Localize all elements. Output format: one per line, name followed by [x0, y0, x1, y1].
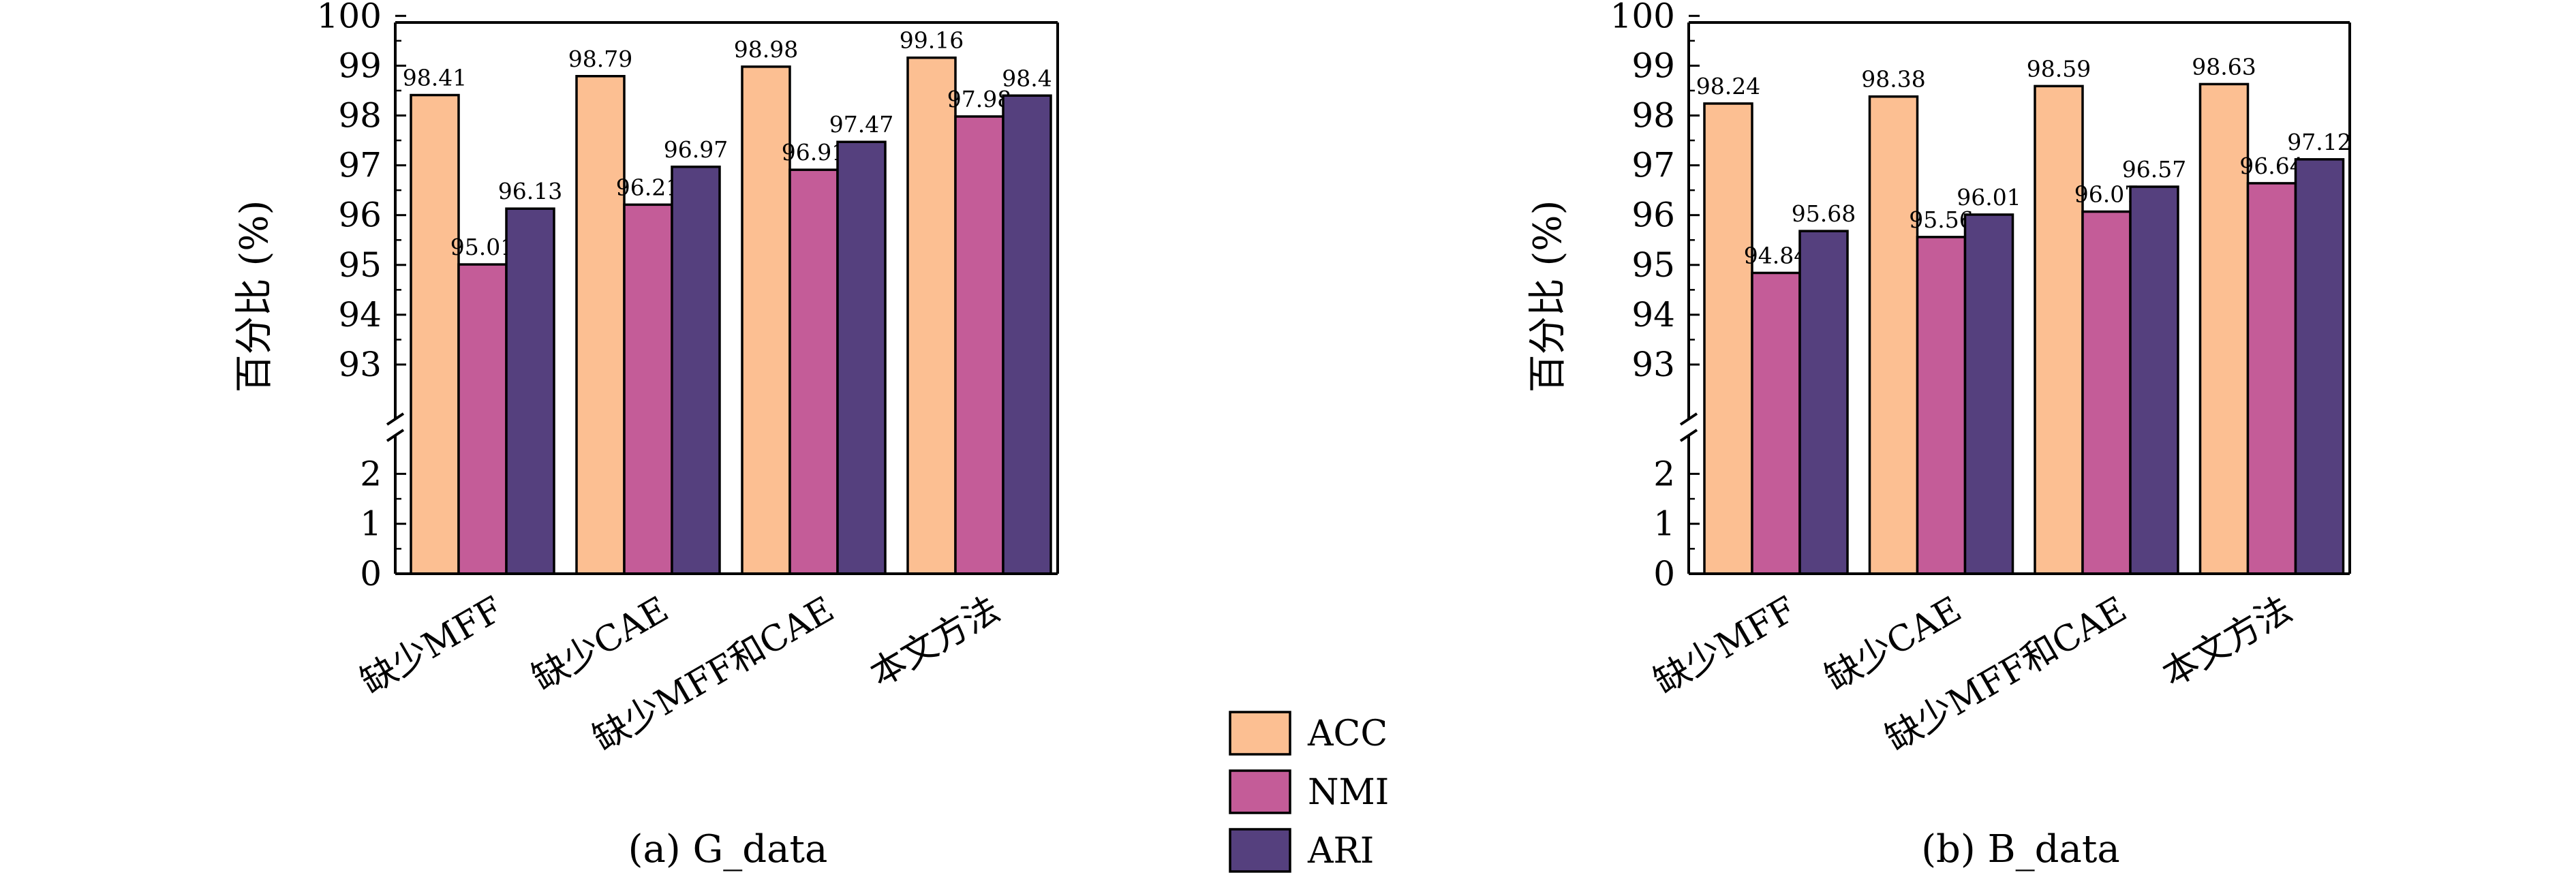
legend-label-acc: ACC — [1307, 713, 1387, 754]
data-label-nmi-2: 96.07 — [2074, 181, 2138, 208]
bar-ari-2 — [836, 140, 887, 575]
y-tick-label-97: 97 — [338, 146, 382, 185]
bar-acc-0 — [410, 93, 460, 575]
axis-break-mark — [1679, 412, 1698, 442]
category-label-1: 缺少CAE — [1818, 589, 1968, 699]
bar-nmi-1 — [623, 203, 673, 575]
axes-frame — [394, 21, 1059, 575]
data-label-ari-1: 96.97 — [664, 136, 728, 163]
category-label-0: 缺少MFF — [1647, 589, 1803, 703]
data-label-ari-2: 96.57 — [2122, 156, 2186, 183]
bar-acc-1 — [1868, 95, 1919, 575]
data-label-ari-0: 95.68 — [1792, 200, 1856, 227]
y-tick-label-1: 1 — [360, 504, 382, 544]
y-tick-label-100: 100 — [317, 0, 382, 35]
bar-ari-3 — [2294, 158, 2345, 575]
data-label-nmi-3: 97.98 — [947, 86, 1011, 112]
y-tick-label-99: 99 — [1631, 46, 1675, 85]
data-label-nmi-0: 95.01 — [450, 234, 515, 260]
data-label-nmi-2: 96.91 — [782, 139, 846, 166]
data-label-ari-2: 97.47 — [829, 111, 893, 138]
bar-nmi-0 — [1751, 271, 1801, 575]
data-label-nmi-0: 94.84 — [1744, 242, 1808, 268]
y-tick-label-98: 98 — [338, 96, 382, 136]
category-label-3: 本文方法 — [863, 589, 1007, 695]
data-label-acc-2: 98.59 — [2027, 55, 2091, 82]
y-tick-label-100: 100 — [1610, 0, 1675, 35]
legend-label-nmi: NMI — [1308, 772, 1389, 813]
bar-ari-3 — [1002, 94, 1052, 575]
bar-ari-1 — [1963, 213, 2014, 575]
bar-nmi-3 — [954, 115, 1005, 575]
data-label-acc-1: 98.38 — [1861, 66, 1925, 93]
data-label-ari-3: 97.12 — [2287, 129, 2351, 155]
y-tick-label-94: 94 — [1631, 295, 1675, 335]
bar-nmi-1 — [1916, 236, 1967, 575]
panel-a: 98.4195.0196.13缺少MFF98.7996.2196.97缺少CAE… — [232, 0, 1059, 872]
data-label-nmi-3: 96.64 — [2239, 153, 2303, 179]
y-axis-label: 百分比 (%) — [1526, 200, 1570, 393]
y-tick-label-98: 98 — [1631, 96, 1675, 136]
axis-break-mark — [386, 412, 405, 442]
bar-acc-0 — [1703, 102, 1753, 575]
y-tick-label-95: 95 — [1631, 245, 1675, 285]
axes-frame — [1687, 21, 2351, 575]
y-axis-label: 百分比 (%) — [232, 200, 277, 393]
y-tick-label-94: 94 — [338, 295, 382, 335]
bar-ari-0 — [1798, 230, 1849, 575]
data-label-nmi-1: 95.56 — [1909, 206, 1973, 233]
data-label-ari-0: 96.13 — [498, 178, 562, 204]
bar-ari-2 — [2129, 185, 2179, 575]
category-label-3: 本文方法 — [2156, 589, 2299, 695]
data-label-acc-1: 98.79 — [568, 46, 632, 72]
y-tick-label-93: 93 — [1631, 345, 1675, 384]
y-tick-label-99: 99 — [338, 46, 382, 85]
legend-label-ari: ARI — [1307, 831, 1374, 872]
data-label-ari-1: 96.01 — [1957, 184, 2021, 211]
data-label-acc-0: 98.24 — [1696, 73, 1760, 99]
legend-swatch-nmi — [1229, 769, 1291, 814]
y-tick-label-95: 95 — [338, 245, 382, 285]
bar-acc-3 — [906, 56, 957, 575]
bar-acc-2 — [741, 65, 791, 575]
panel-caption: (a) G_data — [628, 827, 828, 872]
y-tick-label-2: 2 — [1653, 454, 1675, 493]
data-label-acc-3: 99.16 — [900, 27, 964, 54]
data-label-ari-3: 98.4 — [1002, 65, 1052, 91]
legend-swatch-acc — [1229, 711, 1291, 756]
bar-nmi-2 — [788, 168, 839, 575]
category-label-0: 缺少MFF — [354, 589, 510, 703]
bar-nmi-0 — [457, 263, 508, 575]
legend: ACC NMI ARI — [1229, 711, 1389, 873]
bar-nmi-2 — [2081, 210, 2132, 575]
y-tick-label-96: 96 — [338, 196, 382, 235]
bar-nmi-3 — [2246, 182, 2297, 575]
y-tick-label-93: 93 — [338, 345, 382, 384]
legend-swatch-ari — [1229, 828, 1291, 873]
panel-caption: (b) B_data — [1921, 827, 2120, 872]
bar-acc-1 — [575, 75, 626, 575]
y-tick-label-0: 0 — [1653, 554, 1675, 593]
y-tick-label-2: 2 — [360, 454, 382, 493]
y-tick-label-0: 0 — [360, 554, 382, 593]
bar-ari-1 — [671, 166, 721, 575]
y-tick-label-97: 97 — [1631, 146, 1675, 185]
bar-acc-2 — [2034, 84, 2084, 575]
y-tick-label-1: 1 — [1653, 504, 1675, 544]
category-label-1: 缺少CAE — [525, 589, 675, 699]
y-tick-label-96: 96 — [1631, 196, 1675, 235]
data-label-acc-0: 98.41 — [403, 65, 467, 91]
bar-ari-0 — [505, 207, 555, 575]
data-label-acc-2: 98.98 — [734, 36, 798, 63]
data-label-acc-3: 98.63 — [2192, 53, 2256, 80]
data-label-nmi-1: 96.21 — [616, 174, 680, 200]
